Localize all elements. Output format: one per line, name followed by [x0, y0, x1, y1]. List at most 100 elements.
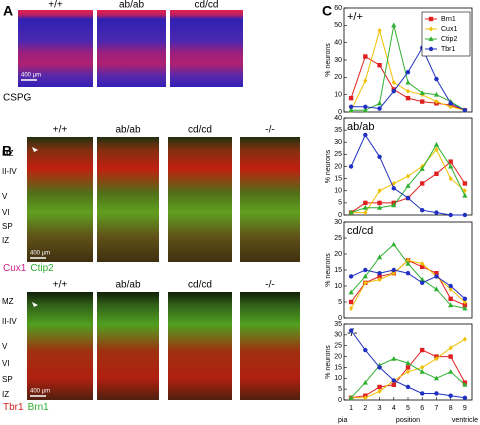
marker — [348, 104, 354, 110]
marker — [448, 302, 454, 308]
marker — [363, 54, 368, 59]
marker — [405, 384, 411, 390]
x-tick-label: 9 — [463, 405, 467, 412]
marker — [363, 104, 368, 110]
marker — [348, 107, 354, 113]
micrograph — [27, 137, 93, 262]
y-tick-label: 5 — [338, 299, 342, 306]
marker — [448, 354, 453, 359]
stain-name: Ctip2 — [30, 263, 54, 274]
marker — [377, 365, 382, 370]
x-end-label: pia — [338, 417, 347, 424]
marker — [377, 271, 382, 276]
marker — [391, 89, 396, 94]
layer-label: MZ — [2, 149, 14, 158]
marker — [462, 305, 468, 311]
scale-bar-label: 400 µm — [21, 73, 41, 79]
marker — [391, 22, 397, 28]
marker — [405, 360, 411, 366]
y-tick-label: 50 — [334, 22, 342, 29]
marker — [448, 104, 453, 110]
marker — [391, 355, 397, 361]
stain-label: Cux1 Ctip2 — [3, 263, 54, 274]
layer-label: IZ — [2, 390, 9, 399]
marker — [420, 347, 425, 353]
marker — [405, 79, 411, 85]
stain-name: Brn1 — [28, 402, 50, 413]
micrograph — [168, 292, 232, 400]
marker — [420, 99, 425, 104]
genotype-label: +/+ — [48, 0, 63, 11]
arrowhead — [32, 147, 38, 152]
series-line — [351, 46, 466, 111]
x-tick-label: 1 — [349, 405, 353, 412]
legend-label: Cux1 — [441, 26, 457, 33]
marker — [391, 79, 396, 86]
chart-title: cd/cd — [347, 225, 373, 237]
marker — [419, 276, 425, 282]
marker — [363, 347, 368, 353]
stain-label: Tbr1 Brn1 — [3, 402, 49, 413]
marker — [420, 264, 425, 269]
stain-label: CSPG — [3, 93, 32, 104]
x-end-label: ventricle — [452, 417, 478, 424]
marker — [420, 364, 425, 371]
marker — [405, 69, 411, 75]
marker — [362, 204, 368, 210]
y-tick-label: 20 — [334, 251, 342, 258]
marker — [377, 388, 382, 394]
marker — [377, 200, 382, 206]
marker — [377, 384, 382, 390]
x-tick-label: 4 — [392, 405, 396, 412]
marker — [434, 274, 439, 279]
legend-label: Ctip2 — [441, 36, 457, 43]
marker — [348, 299, 354, 305]
y-tick-label: 0 — [338, 212, 342, 219]
y-axis-label: % neurons — [325, 43, 332, 77]
micrograph — [18, 10, 93, 87]
marker — [348, 328, 354, 333]
marker — [448, 286, 453, 292]
genotype-label: +/+ — [53, 125, 68, 136]
genotype-label: cd/cd — [188, 125, 212, 136]
marker — [406, 369, 410, 375]
scale-bar-label: 400 µm — [30, 251, 50, 257]
micrograph — [168, 137, 232, 262]
panel-letter: C — [322, 3, 332, 19]
marker — [434, 356, 439, 362]
marker — [348, 164, 354, 169]
marker — [462, 192, 468, 198]
marker — [448, 101, 453, 106]
x-tick-label: 6 — [420, 405, 424, 412]
y-tick-label: 30 — [334, 332, 342, 339]
marker — [391, 267, 396, 273]
layer-label: SP — [2, 222, 13, 231]
y-tick-label: 35 — [334, 321, 342, 328]
marker — [420, 261, 425, 267]
marker — [448, 176, 453, 182]
marker — [428, 36, 434, 41]
y-tick-label: 10 — [334, 283, 342, 290]
marker — [434, 271, 439, 276]
layer-label: VI — [2, 208, 10, 217]
y-tick-label: 30 — [334, 139, 342, 146]
y-tick-label: 20 — [334, 353, 342, 360]
chart-title: ab/ab — [347, 121, 375, 133]
marker — [349, 305, 354, 311]
marker — [420, 280, 425, 285]
marker — [420, 181, 425, 186]
y-tick-label: 0 — [338, 109, 342, 116]
marker — [434, 391, 439, 396]
marker — [462, 382, 468, 387]
marker — [420, 207, 425, 213]
micrograph — [240, 137, 300, 262]
marker — [405, 183, 411, 188]
x-tick-label: 2 — [363, 405, 367, 412]
micrograph — [170, 10, 243, 87]
marker — [405, 95, 411, 101]
micrograph — [240, 292, 300, 400]
micrograph — [97, 292, 159, 400]
marker — [433, 141, 440, 147]
marker — [377, 277, 382, 283]
